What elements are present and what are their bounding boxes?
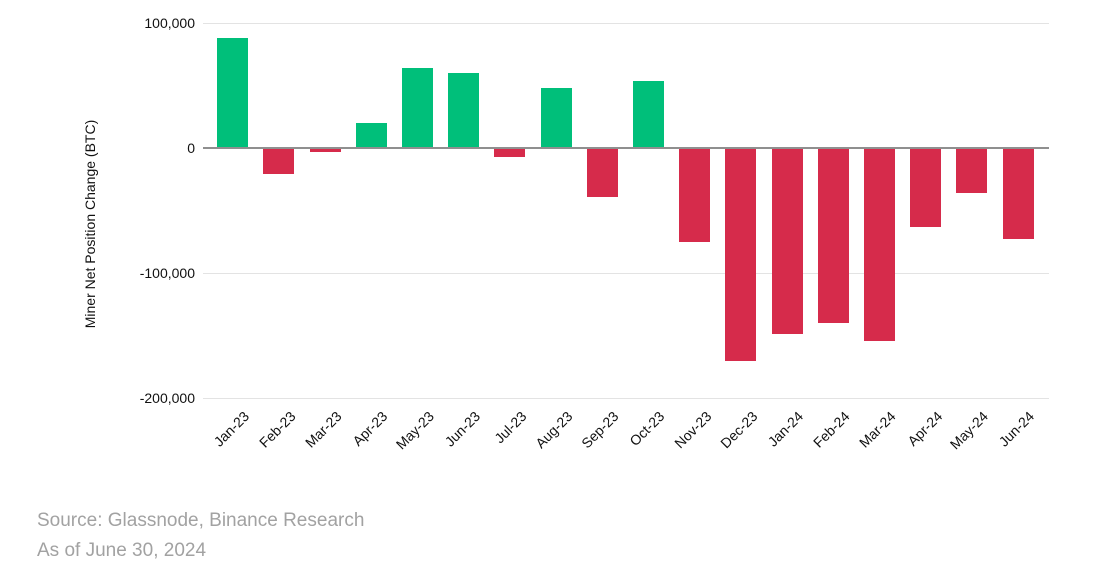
bar-feb-23 — [263, 148, 295, 175]
bar-jan-24 — [771, 148, 803, 335]
bar-aug-23 — [540, 88, 572, 148]
y-tick-label: 0 — [187, 140, 195, 156]
bar-mar-24 — [864, 148, 895, 341]
x-tick-label: Jun-23 — [441, 408, 484, 450]
x-tick-label: Nov-23 — [670, 408, 715, 452]
x-tick-label: Feb-24 — [809, 408, 853, 451]
as-of-text: As of June 30, 2024 — [37, 540, 207, 561]
gridline--100,000 — [203, 272, 1049, 274]
zero-axis-line — [203, 147, 1049, 149]
y-tick-label: -100,000 — [139, 265, 195, 281]
x-tick-label: Apr-23 — [349, 408, 391, 450]
x-tick-label: Oct-23 — [626, 408, 668, 450]
bar-nov-23 — [679, 148, 711, 242]
bar-apr-23 — [355, 123, 387, 148]
bar-jun-24 — [1002, 148, 1034, 240]
bar-oct-23 — [633, 80, 664, 148]
x-tick-label: Mar-23 — [301, 408, 345, 451]
bar-apr-24 — [910, 148, 942, 227]
bar-dec-23 — [725, 148, 757, 361]
bar-may-23 — [402, 68, 433, 148]
x-tick-label: Mar-24 — [856, 408, 899, 451]
gridline-100,000 — [203, 22, 1049, 24]
x-tick-label: Jul-23 — [490, 408, 530, 447]
x-tick-label: Aug-23 — [532, 408, 576, 452]
x-tick-label: Jan-23 — [210, 408, 253, 450]
x-tick-label: Feb-23 — [255, 408, 299, 451]
y-tick-label: -200,000 — [139, 390, 195, 406]
x-tick-label: Jan-24 — [764, 408, 807, 450]
x-tick-label: Apr-24 — [903, 408, 946, 450]
chart-footer: Source: Glassnode, Binance Research As o… — [37, 506, 364, 566]
x-tick-label: Sep-23 — [578, 408, 622, 452]
bar-jun-23 — [448, 73, 480, 148]
bar-may-24 — [956, 148, 988, 193]
bar-mar-23 — [309, 148, 341, 152]
bar-jan-23 — [217, 38, 249, 148]
bar-jul-23 — [494, 148, 526, 157]
x-tick-label: May-23 — [392, 408, 437, 453]
gridline--200,000 — [203, 397, 1049, 399]
x-tick-label: Jun-24 — [995, 408, 1038, 450]
y-tick-label: 100,000 — [144, 15, 195, 31]
bar-feb-24 — [817, 148, 849, 323]
x-tick-label: Dec-23 — [716, 408, 761, 452]
source-text: Source: Glassnode, Binance Research — [37, 510, 365, 531]
bar-sep-23 — [586, 148, 618, 197]
x-tick-label: May-24 — [946, 408, 992, 453]
